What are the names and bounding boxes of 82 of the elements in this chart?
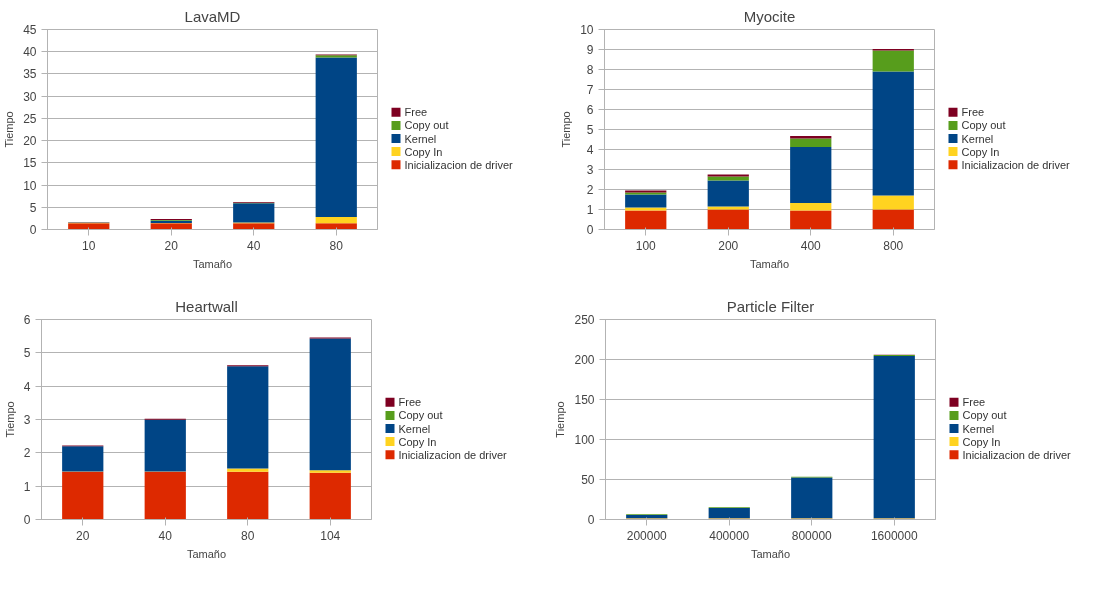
y-tick-label: 5 (29, 200, 37, 215)
legend-label: Kernel (961, 132, 994, 145)
y-tick-label: 25 (23, 111, 37, 126)
y-tick-label: 2 (23, 446, 31, 461)
y-tick-label: 6 (586, 103, 594, 117)
legend-label: Free (404, 106, 428, 119)
y-tick-label: 200 (574, 353, 595, 367)
y-tick-label: 10 (23, 178, 37, 193)
y-tick-label: 0 (29, 223, 37, 237)
y-tick-label: 40 (23, 45, 37, 60)
legend-label: Kernel (962, 422, 995, 435)
y-tick-label: 5 (586, 123, 594, 137)
legend-label: Kernel (398, 422, 431, 435)
y-tick-label: 20 (23, 134, 37, 149)
legend-label: Copy out (398, 409, 443, 422)
y-tick-label: 250 (574, 313, 595, 327)
y-tick-label: 4 (586, 143, 594, 157)
y-tick-label: 150 (574, 393, 595, 407)
y-tick-label: 1 (23, 479, 31, 494)
x-tick-label: 80 (329, 238, 344, 253)
legend-label: Copy out (404, 119, 449, 132)
y-axis-title: Tiempo (560, 111, 573, 148)
y-tick-label: 7 (586, 83, 594, 97)
x-tick-label: 1600000 (870, 528, 918, 543)
y-tick-label: 4 (23, 379, 31, 394)
x-tick-label: 40 (158, 528, 173, 543)
y-axis-title: Tiempo (554, 401, 567, 438)
y-tick-label: 100 (574, 433, 595, 447)
x-axis-title: Tamaño (186, 547, 227, 560)
legend-label: Inicializacion de driver (398, 448, 508, 461)
x-tick-label: 400 (800, 238, 822, 253)
legend-label: Kernel (404, 132, 437, 145)
y-tick-label: 35 (23, 67, 37, 82)
y-tick-label: 10 (580, 23, 594, 37)
y-tick-label: 2 (586, 183, 594, 197)
y-tick-label: 45 (23, 23, 37, 37)
chart-title: Particle Filter (726, 297, 815, 315)
legend-label: Free (398, 396, 422, 409)
y-tick-label: 8 (586, 63, 594, 77)
x-tick-label: 100 (635, 238, 657, 253)
x-tick-label: 20 (76, 528, 90, 543)
legend-label: Free (962, 396, 986, 409)
y-axis-title: Tiempo (3, 401, 16, 438)
x-tick-label: 10 (82, 238, 96, 253)
x-tick-label: 20 (164, 238, 179, 253)
legend-label: Copy In (961, 145, 1000, 158)
x-axis-title: Tamaño (749, 257, 790, 270)
y-tick-label: 6 (23, 313, 31, 327)
legend-label: Free (961, 106, 985, 119)
legend-label: Copy In (398, 435, 437, 448)
y-tick-label: 0 (587, 513, 595, 527)
x-tick-label: 200 (718, 238, 739, 253)
y-tick-label: 15 (23, 156, 37, 171)
x-axis-title: Tamaño (750, 547, 791, 560)
legend-label: Copy In (404, 145, 443, 158)
y-axis-title: Tiempo (3, 111, 16, 148)
legend-label: Inicializacion de driver (961, 158, 1071, 171)
chart-title: LavaMD (184, 7, 241, 25)
x-axis-title: Tamaño (192, 257, 233, 270)
legend-label: Copy out (962, 409, 1007, 422)
x-tick-label: 400000 (709, 528, 750, 543)
y-tick-label: 0 (586, 223, 594, 237)
y-tick-label: 50 (581, 473, 595, 487)
x-tick-label: 104 (320, 528, 341, 543)
y-tick-label: 3 (23, 413, 31, 427)
chart-title: Heartwall (175, 297, 238, 315)
y-tick-label: 5 (23, 346, 31, 361)
y-tick-label: 9 (586, 43, 594, 57)
legend-label: Inicializacion de driver (404, 158, 514, 171)
chart-title: Myocite (743, 7, 796, 25)
legend-label: Inicializacion de driver (962, 448, 1072, 461)
x-tick-label: 80 (241, 528, 255, 543)
y-tick-label: 30 (23, 89, 37, 104)
y-tick-label: 3 (586, 163, 594, 177)
legend-label: Copy out (961, 119, 1006, 132)
x-tick-label: 800 (883, 238, 904, 253)
x-tick-label: 200000 (626, 528, 668, 543)
legend-label: Copy In (962, 435, 1001, 448)
x-tick-label: 40 (247, 238, 261, 253)
y-tick-label: 0 (23, 513, 31, 527)
y-tick-label: 1 (586, 203, 594, 217)
x-tick-label: 800000 (791, 528, 833, 543)
